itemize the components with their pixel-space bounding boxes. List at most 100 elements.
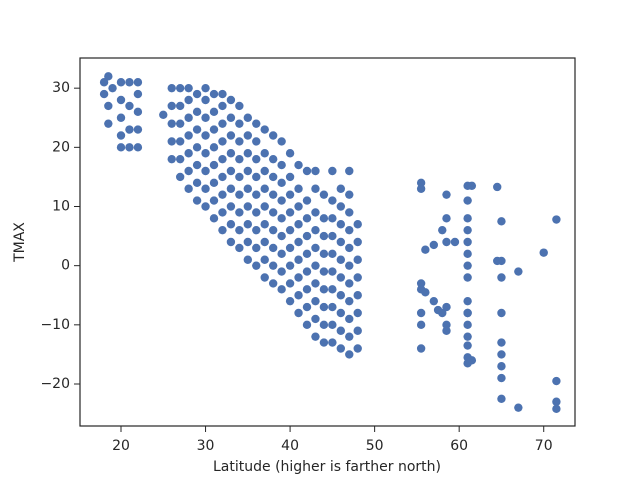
point — [336, 291, 346, 300]
point — [184, 131, 193, 140]
point — [345, 279, 354, 288]
point — [319, 338, 329, 347]
point — [184, 184, 193, 193]
point — [497, 256, 506, 266]
point — [294, 273, 303, 282]
point — [497, 338, 506, 347]
point — [116, 78, 126, 87]
point — [336, 273, 346, 282]
point — [302, 285, 312, 294]
point — [294, 184, 303, 193]
point — [268, 279, 278, 288]
point — [116, 113, 126, 122]
point — [353, 326, 362, 335]
point — [218, 225, 227, 235]
point — [463, 249, 472, 259]
point — [268, 243, 278, 253]
point — [133, 143, 143, 152]
point — [201, 95, 210, 105]
point — [463, 225, 472, 235]
point — [209, 196, 219, 205]
point — [416, 308, 426, 318]
point — [192, 178, 202, 188]
point — [277, 285, 286, 294]
point — [294, 255, 303, 264]
point — [345, 225, 354, 235]
point — [311, 314, 320, 324]
point — [116, 95, 126, 105]
point — [243, 149, 253, 158]
point — [268, 172, 278, 182]
y-axis-label: TMAX — [12, 222, 28, 263]
point — [260, 166, 269, 176]
point — [311, 261, 320, 270]
point — [311, 208, 320, 217]
point — [260, 255, 269, 264]
point — [243, 184, 253, 193]
point — [328, 267, 337, 276]
point — [175, 101, 185, 111]
point — [235, 225, 244, 235]
point — [442, 326, 451, 335]
point — [175, 83, 185, 93]
point — [319, 320, 329, 330]
point — [184, 113, 193, 122]
point — [438, 308, 447, 318]
point — [209, 143, 219, 152]
point — [133, 107, 143, 117]
point — [201, 184, 210, 193]
point — [302, 249, 312, 259]
point — [125, 101, 134, 111]
point — [302, 166, 312, 176]
point — [201, 131, 210, 140]
point — [235, 119, 244, 128]
point — [497, 350, 506, 359]
point — [268, 225, 278, 235]
point — [133, 89, 143, 99]
point — [319, 267, 329, 276]
point — [552, 404, 561, 414]
point — [277, 231, 286, 241]
point — [328, 196, 337, 205]
point — [226, 113, 236, 122]
point — [201, 166, 210, 176]
point — [463, 320, 472, 330]
point — [226, 95, 236, 105]
point — [336, 255, 346, 264]
point — [192, 160, 202, 170]
point — [319, 302, 329, 312]
point — [243, 131, 253, 140]
point — [218, 208, 227, 217]
point — [104, 119, 113, 128]
point — [463, 196, 472, 205]
point — [345, 314, 354, 324]
x-tick-label: 70 — [535, 438, 553, 454]
point — [328, 231, 337, 241]
point — [442, 320, 451, 330]
point — [294, 237, 303, 247]
point — [302, 267, 312, 276]
point — [209, 107, 219, 117]
point — [328, 166, 337, 176]
point — [463, 296, 472, 306]
point — [277, 214, 286, 223]
point — [235, 208, 244, 217]
point — [328, 338, 337, 347]
point — [252, 154, 261, 164]
point — [416, 279, 426, 288]
point — [328, 285, 337, 294]
point — [235, 137, 244, 146]
point — [302, 320, 312, 330]
point — [235, 101, 244, 111]
point — [167, 101, 176, 111]
point — [277, 137, 286, 146]
point — [192, 143, 202, 152]
point — [226, 184, 236, 193]
point — [235, 172, 244, 182]
point — [268, 131, 278, 140]
point — [467, 181, 477, 190]
point — [302, 196, 312, 205]
point — [184, 83, 193, 93]
point — [125, 143, 134, 152]
